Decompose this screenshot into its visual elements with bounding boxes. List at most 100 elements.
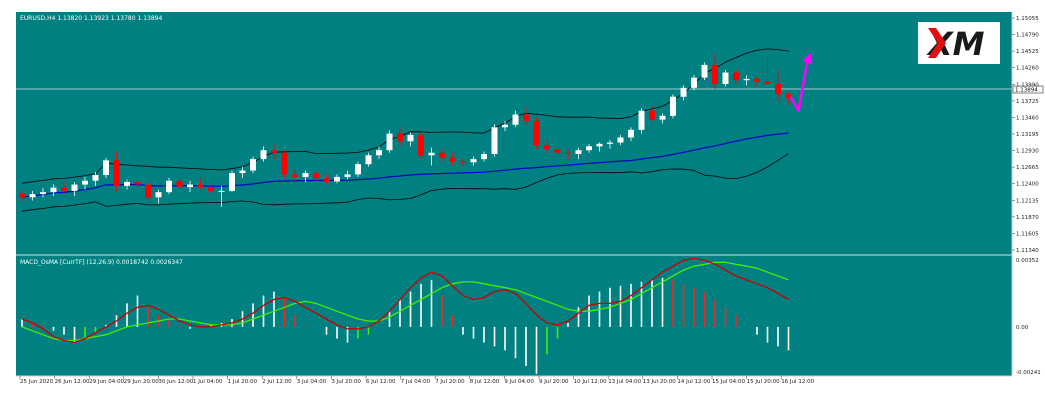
candle (428, 147, 435, 166)
candle (281, 150, 288, 179)
candle (649, 105, 655, 123)
candle (628, 127, 634, 142)
price-tick-label: 1.12665 (1016, 165, 1039, 171)
candle (565, 148, 571, 161)
macd-title: MACD_OsMA [CurrTF] (12,26,9) 0.0018742 0… (20, 259, 183, 266)
time-tick-label: 14 Jul 12:00 (677, 379, 710, 385)
candle (754, 76, 760, 87)
candle-body (218, 190, 225, 192)
macd-lines (21, 257, 789, 344)
candle-body (712, 64, 718, 84)
candle (103, 157, 109, 179)
candle-body (554, 148, 561, 153)
candle (166, 178, 172, 195)
candle (554, 145, 561, 157)
candle-body (187, 184, 193, 188)
candle (292, 169, 298, 182)
candle (134, 176, 141, 188)
candle (743, 75, 750, 86)
candle-body (407, 134, 414, 142)
candle (229, 170, 235, 193)
candle-body (155, 192, 162, 198)
candle-body (512, 114, 519, 125)
candle-body (208, 187, 214, 191)
candle-body (176, 180, 183, 188)
candle-body (743, 78, 750, 81)
time-tick-label: 16 Jul 12:00 (781, 379, 814, 385)
time-tick-label: 15 Jul 04:00 (712, 379, 745, 385)
candle (176, 175, 183, 190)
price-tick-label: 1.11870 (1016, 215, 1039, 221)
candle (775, 70, 781, 102)
logo-red-chevron (928, 28, 946, 58)
candle (575, 147, 582, 160)
candle (439, 148, 445, 163)
current-price-tag (1012, 85, 1044, 94)
candle (586, 143, 592, 153)
candle-body (19, 193, 25, 198)
candle (208, 184, 214, 195)
time-tick-label: 3 Jul 04:00 (297, 379, 327, 385)
plot-background (16, 12, 1012, 376)
candle-body (439, 152, 445, 158)
time-axis: 25 Jun 2020 26 Jun 12:00 29 Jun 04:00 29 Ju… (19, 376, 815, 385)
candle (82, 176, 88, 190)
candle-body (103, 160, 109, 175)
candle (680, 85, 687, 101)
current-price-label: 1.13894 (1015, 88, 1038, 94)
macd-tick-label: 0.00 (1016, 325, 1029, 331)
macd-histogram (21, 277, 790, 374)
candle-body (92, 175, 99, 181)
candle-body (428, 152, 435, 156)
time-tick-label: 9 Jul 20:00 (539, 379, 569, 385)
time-tick-label: 25 Jun 2020 (20, 379, 54, 385)
candle-body (82, 180, 88, 185)
xm-logo: XM (918, 22, 1000, 64)
lower-band-line (21, 153, 789, 212)
candle (502, 120, 508, 132)
candle (722, 70, 729, 87)
candle-body (754, 78, 760, 82)
candle (407, 132, 414, 147)
time-tick-label: 1 Jul 04:00 (193, 379, 223, 385)
price-tick-label: 1.14525 (1016, 49, 1039, 55)
candle-body (355, 164, 361, 175)
candle-body (197, 184, 204, 188)
candle-body (71, 184, 78, 191)
price-tick-label: 1.12135 (1016, 198, 1039, 204)
candle-body (250, 159, 256, 171)
time-tick-label: 7 Jul 20:00 (435, 379, 465, 385)
candle (712, 53, 718, 90)
candle-body (134, 182, 141, 185)
price-tick-label: 1.13725 (1016, 99, 1039, 105)
candle-body (523, 114, 529, 121)
candle (397, 127, 403, 147)
candle (418, 132, 424, 160)
candle (218, 185, 225, 207)
candle (764, 58, 771, 84)
candle-body (365, 155, 372, 165)
candle (481, 151, 487, 162)
time-tick-label: 30 Jun 12:00 (158, 379, 193, 385)
candle (250, 156, 256, 174)
chart-title: EURUSD,H4 1.13820 1.13923 1.13780 1.1389… (20, 15, 162, 22)
candle-body (50, 187, 57, 193)
candle (50, 184, 57, 196)
candle-body (680, 87, 687, 97)
candle (617, 134, 624, 146)
candle-body (302, 173, 309, 177)
candle-body (124, 182, 130, 186)
candle-body (617, 137, 624, 143)
candle-body (565, 152, 571, 154)
candle-body (638, 110, 645, 130)
price-tick-label: 1.12400 (1016, 182, 1039, 188)
candle-body (376, 150, 382, 156)
candle (355, 161, 361, 177)
price-tick-label: 1.13990 (1016, 82, 1039, 88)
candles-layer (19, 53, 792, 207)
candle (544, 140, 550, 153)
bollinger-bands (21, 48, 789, 212)
candle-body (460, 161, 466, 163)
candle (533, 117, 540, 150)
candle (145, 182, 151, 201)
